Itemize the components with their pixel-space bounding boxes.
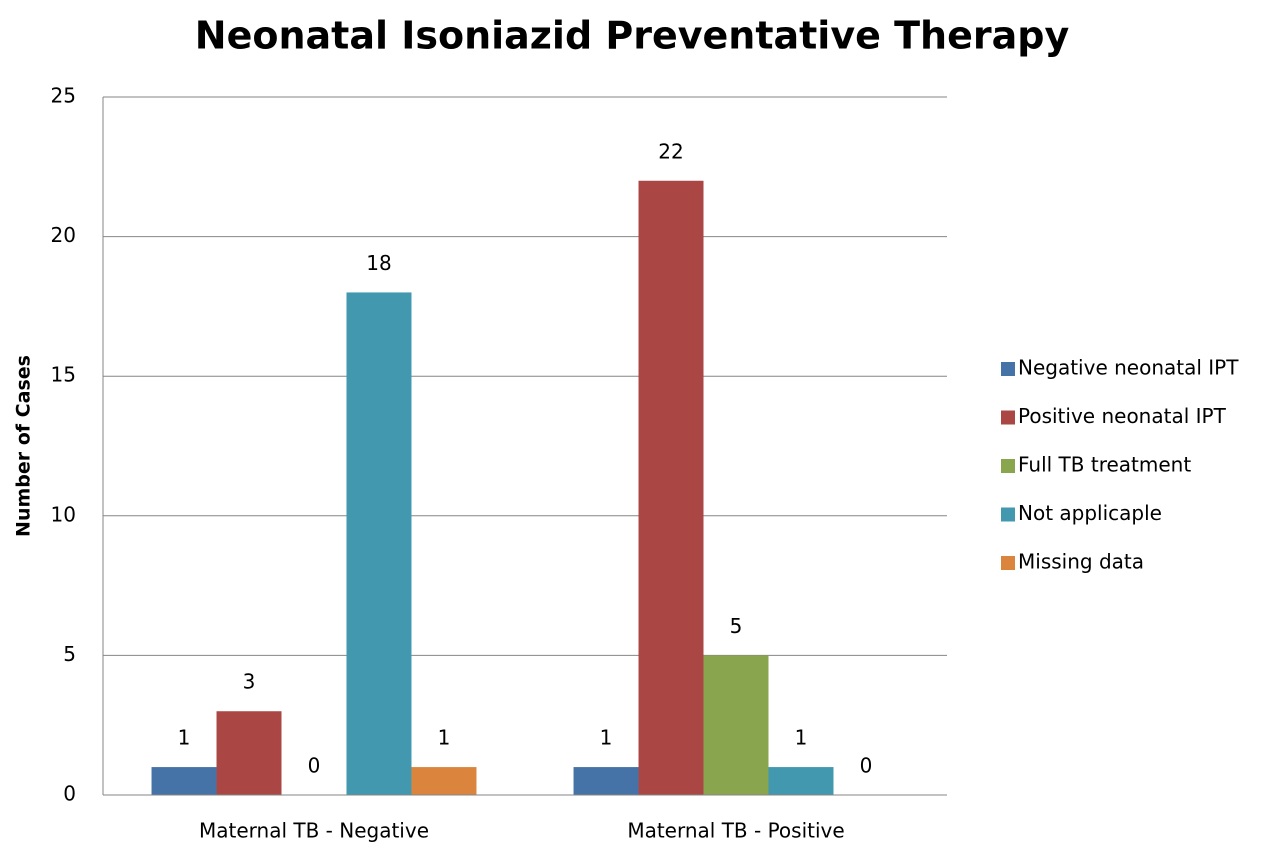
x-tick-label: Maternal TB - Positive — [627, 819, 844, 843]
data-label: 0 — [860, 754, 873, 778]
bar — [768, 767, 834, 795]
y-axis-title: Number of Cases — [13, 355, 35, 537]
bar — [411, 767, 477, 795]
y-tick-label: 15 — [51, 363, 76, 387]
x-tick-label: Maternal TB - Negative — [199, 819, 429, 843]
legend-swatch — [1001, 507, 1015, 522]
y-tick-label: 5 — [63, 642, 76, 666]
bar — [216, 711, 282, 795]
legend-label: Full TB treatment — [1018, 453, 1191, 477]
bar — [638, 180, 704, 795]
data-label: 18 — [366, 251, 391, 275]
bar — [703, 655, 769, 795]
legend-label: Negative neonatal IPT — [1018, 356, 1239, 380]
data-label: 0 — [308, 754, 321, 778]
data-label: 3 — [243, 670, 256, 694]
y-tick-label: 25 — [51, 84, 76, 108]
data-label: 1 — [795, 726, 808, 750]
y-tick-label: 0 — [63, 782, 76, 806]
data-label: 1 — [600, 726, 613, 750]
legend-label: Missing data — [1018, 550, 1144, 574]
bar — [573, 767, 639, 795]
legend-swatch — [1001, 362, 1015, 376]
legend-label: Not applicaple — [1018, 501, 1162, 525]
data-label: 5 — [730, 614, 743, 638]
bar — [151, 767, 217, 795]
chart-title: Neonatal Isoniazid Preventative Therapy — [195, 14, 1070, 58]
y-tick-label: 20 — [51, 223, 76, 247]
data-label: 1 — [438, 726, 451, 750]
legend-swatch — [1001, 410, 1015, 425]
y-tick-label: 10 — [51, 502, 76, 526]
legend-swatch — [1001, 459, 1015, 473]
data-label: 1 — [178, 726, 191, 750]
data-label: 22 — [658, 139, 683, 163]
bar — [346, 292, 412, 795]
legend-label: Positive neonatal IPT — [1018, 404, 1227, 428]
legend-swatch — [1001, 556, 1015, 570]
